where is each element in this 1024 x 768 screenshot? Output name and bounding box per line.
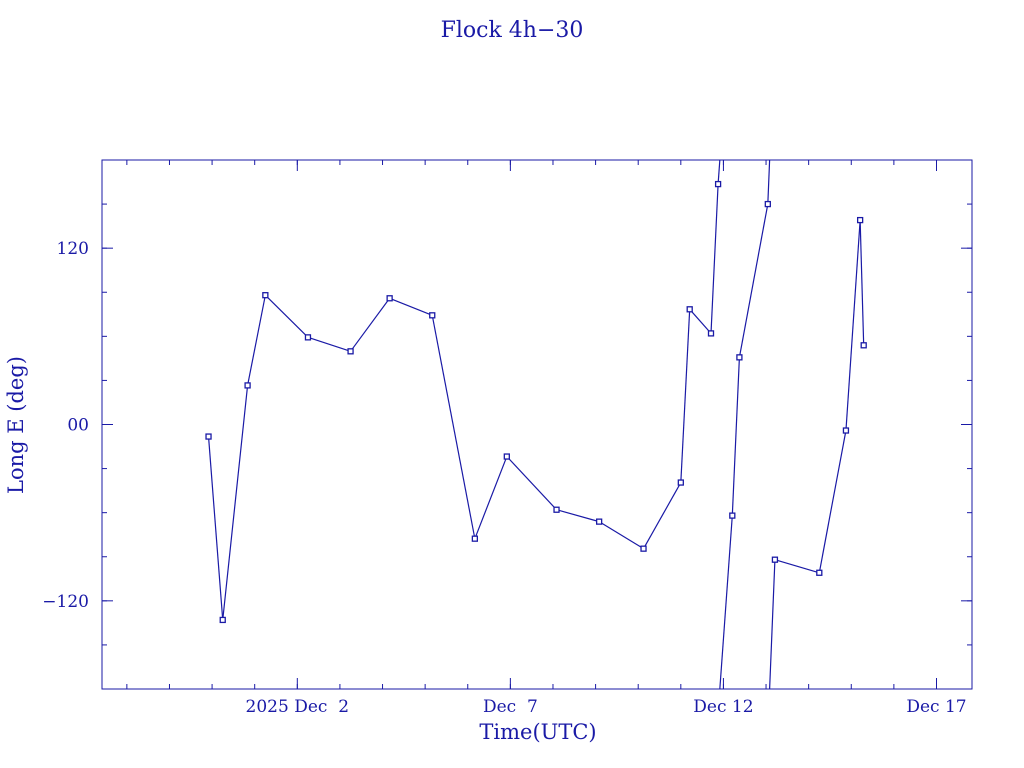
line-segment <box>431 315 476 539</box>
line-segment <box>731 357 741 516</box>
data-point <box>736 354 743 361</box>
plot-frame <box>101 159 973 690</box>
data-point <box>262 292 269 299</box>
data-point <box>205 433 212 440</box>
chart-title: Flock 4h−30 <box>441 18 584 43</box>
line-segment <box>643 482 682 549</box>
data-point <box>764 200 771 208</box>
y-tick-label: −120 <box>42 592 89 612</box>
x-axis-label: Time(UTC) <box>479 720 596 744</box>
data-point <box>304 334 312 341</box>
line-segment <box>247 295 266 386</box>
line-segment <box>774 559 820 574</box>
line-segment <box>389 297 433 316</box>
line-segment <box>598 521 644 550</box>
x-tick-label: 2025 Dec 2 <box>246 697 350 717</box>
data-point <box>860 342 867 349</box>
data-point <box>386 295 393 302</box>
data-point <box>856 216 864 224</box>
data-point <box>595 518 603 525</box>
y-tick-label: 00 <box>67 416 89 436</box>
line-segment <box>222 385 249 620</box>
line-segment <box>689 308 712 334</box>
data-point <box>347 348 354 355</box>
data-point <box>686 306 693 313</box>
line-segment <box>506 456 557 511</box>
line-segment <box>264 294 309 338</box>
data-point <box>429 312 436 319</box>
data-point <box>677 479 684 486</box>
line-segment <box>307 336 351 352</box>
series-markers <box>205 180 867 624</box>
y-axis-label: Long E (deg) <box>4 356 28 494</box>
data-point <box>714 180 722 188</box>
line-segment <box>207 436 224 620</box>
data-point <box>707 330 715 337</box>
line-segment <box>474 456 508 539</box>
data-point <box>503 453 510 460</box>
series-line <box>207 160 865 689</box>
data-point <box>842 427 850 434</box>
data-point <box>640 545 647 552</box>
line-segment <box>717 160 721 185</box>
line-segment <box>556 509 600 523</box>
line-segment <box>710 184 719 334</box>
data-point <box>471 535 479 542</box>
line-segment <box>769 559 776 689</box>
line-segment <box>818 430 847 573</box>
data-point <box>244 382 251 389</box>
line-segment <box>350 297 391 352</box>
line-segment <box>845 220 861 431</box>
x-tick-label: Dec 12 <box>693 697 753 717</box>
line-segment <box>719 515 733 689</box>
x-tick-label: Dec 17 <box>906 697 966 717</box>
line-segment <box>680 309 691 483</box>
data-point <box>219 616 226 624</box>
line-segment <box>859 220 865 346</box>
line-segment <box>738 203 769 358</box>
data-point <box>729 512 736 519</box>
data-point <box>816 569 823 576</box>
axis-ticks: 2025 Dec 2 Dec 7 Dec 12 Dec 17 120 00 −120 <box>42 160 972 717</box>
x-tick-label: Dec 7 <box>483 697 538 717</box>
line-segment <box>767 160 771 205</box>
data-point <box>771 556 779 563</box>
data-point <box>553 506 560 513</box>
y-tick-label: 120 <box>57 239 89 259</box>
